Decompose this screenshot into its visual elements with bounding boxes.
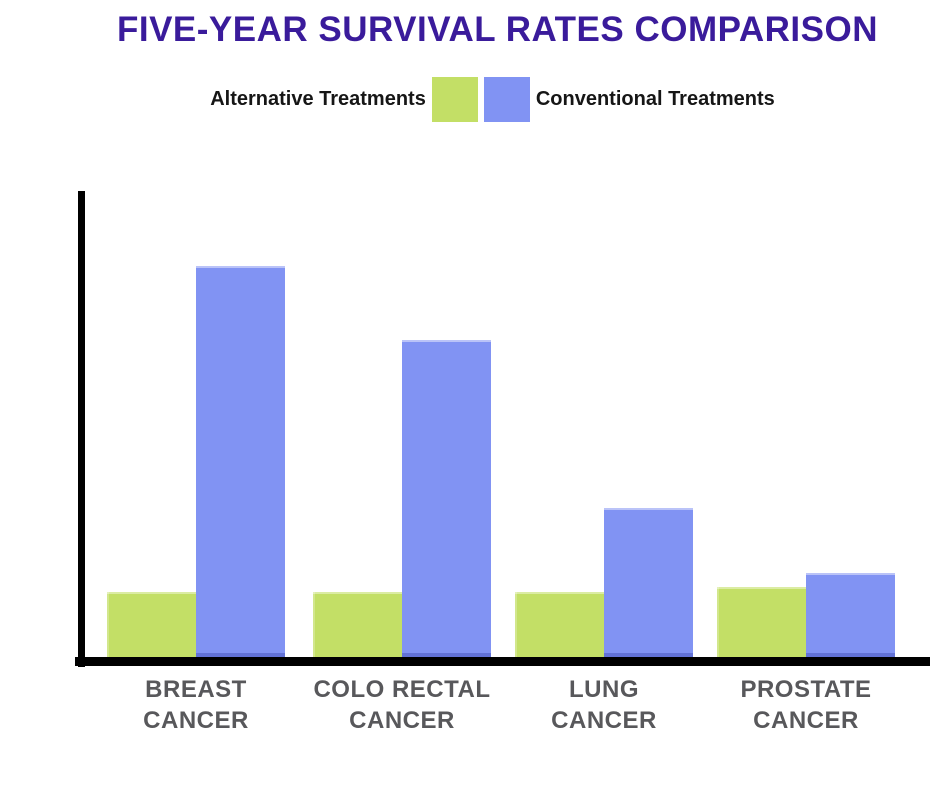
y-axis-line [78, 191, 85, 667]
category-label-lung-cancer: LUNG CANCER [484, 674, 724, 736]
category-label-prostate-cancer: PROSTATE CANCER [686, 674, 926, 736]
category-label-line: BREAST [145, 676, 247, 703]
bar-conventional-prostate-cancer [806, 573, 895, 657]
bar-conventional-colo-rectal-cancer [402, 340, 491, 657]
category-label-colo-rectal-cancer: COLO RECTAL CANCER [282, 674, 522, 736]
legend-swatch-conventional [483, 76, 530, 122]
legend-label-conventional: Conventional Treatments [535, 87, 775, 110]
bar-conventional-breast-cancer [196, 266, 285, 657]
bar-alternative-prostate-cancer [717, 587, 806, 657]
bar-alternative-lung-cancer [515, 592, 604, 657]
category-label-line: PROSTATE [740, 676, 872, 703]
category-label-line: COLO RECTAL [313, 676, 491, 703]
legend-swatch-alternative [431, 76, 478, 122]
category-label-line: CANCER [551, 707, 657, 734]
category-label-line: CANCER [753, 707, 859, 734]
category-label-breast-cancer: BREAST CANCER [76, 674, 316, 736]
legend-label-alternative: Alternative Treatments [210, 87, 426, 110]
bar-alternative-breast-cancer [107, 592, 196, 657]
bar-alternative-colo-rectal-cancer [313, 592, 402, 657]
category-label-line: CANCER [349, 707, 455, 734]
legend: Alternative Treatments Conventional Trea… [0, 76, 940, 122]
category-label-line: CANCER [143, 707, 249, 734]
category-label-line: LUNG [569, 676, 639, 703]
bar-conventional-lung-cancer [604, 508, 693, 657]
chart-title: FIVE-YEAR SURVIVAL RATES COMPARISON [116, 10, 878, 49]
x-axis-line [75, 657, 930, 666]
